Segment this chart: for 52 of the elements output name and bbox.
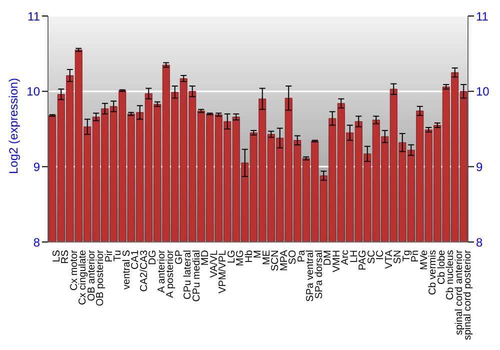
- x-tick-label: ventral S: [121, 250, 132, 290]
- x-tick-label: LS: [51, 250, 62, 262]
- x-tick-label: Pa: [296, 250, 308, 262]
- x-tick-label: MPA: [278, 250, 290, 271]
- x-tick-label: OB anterior: [86, 249, 98, 302]
- x-tick-label: VPM/VPL: [218, 250, 229, 294]
- x-tick-label: spinal cord anterior: [454, 249, 465, 336]
- y2-tick-label: 11: [476, 9, 489, 24]
- x-tick-label: SO: [288, 250, 299, 264]
- x-tick-label: IC: [375, 250, 386, 260]
- x-tick-label: M: [252, 250, 264, 258]
- x-tick-label: Hb: [244, 250, 255, 263]
- x-tick-label: DG: [148, 250, 159, 265]
- x-tick-label: Cb lobe: [436, 250, 448, 284]
- x-tick-label: VA/VL: [208, 250, 220, 278]
- x-tick-label: spinal cord posterior: [462, 249, 474, 340]
- x-tick-label: CA2/CA3: [138, 250, 150, 292]
- x-tick-label: VMH: [331, 250, 342, 272]
- x-tick-label: RS: [60, 250, 72, 264]
- y-tick-label: 10: [26, 84, 40, 99]
- x-tick-label: Pir: [104, 249, 115, 262]
- x-tick-label: CA1: [130, 250, 142, 270]
- x-tick-label: Pn: [410, 250, 422, 262]
- x-tick-label: CPu medial: [191, 250, 202, 302]
- x-tick-label: SPa dorsal: [314, 250, 325, 299]
- x-tick-label: ME: [261, 250, 272, 265]
- x-tick-label: LG: [226, 250, 238, 264]
- x-tick-label: SN: [392, 250, 404, 264]
- x-tick-label: MVe: [418, 250, 430, 270]
- y-tick-label: 11: [28, 9, 40, 24]
- x-tick-label: SC: [366, 250, 378, 264]
- x-tick-label: A anterior: [156, 249, 168, 293]
- x-tick-label: Cx cingulate: [78, 250, 89, 306]
- x-tick-label: SCN: [270, 250, 282, 272]
- y-axis-title: Log2 (expression): [6, 78, 20, 174]
- x-tick-label: Tg: [401, 250, 412, 262]
- x-tick-label: LH: [348, 250, 360, 263]
- y2-tick-label: 9: [476, 160, 483, 174]
- x-tick-label: Cb nucleus: [445, 250, 456, 300]
- x-tick-label: Tu: [112, 250, 124, 262]
- y2-tick-label: 10: [476, 84, 490, 99]
- x-tick-label: PAG: [358, 250, 369, 270]
- y-tick-label: 9: [33, 160, 40, 174]
- x-tick-label: DM: [322, 250, 334, 266]
- x-tick-label: A posterior: [165, 249, 176, 298]
- x-tick-label: GP: [174, 250, 185, 264]
- y2-tick-label: 8: [476, 235, 483, 250]
- x-tick-label: OB posterior: [95, 249, 106, 306]
- x-tick-label: VTA: [384, 250, 395, 269]
- y-tick-label: 8: [33, 235, 40, 250]
- x-tick-label: Arc: [340, 250, 352, 265]
- x-tick-label: Cx motor: [68, 249, 80, 291]
